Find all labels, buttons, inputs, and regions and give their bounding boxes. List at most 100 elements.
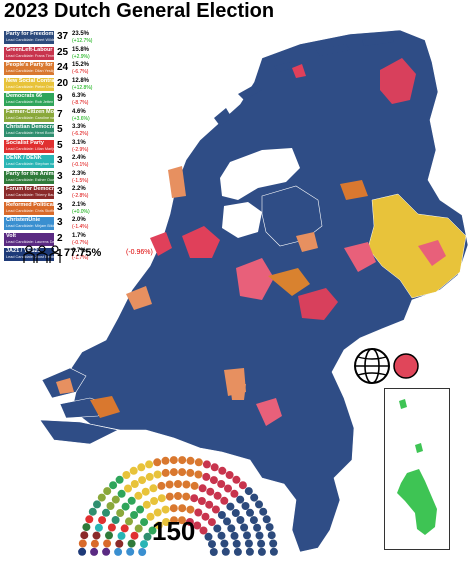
seat-dot bbox=[244, 487, 253, 496]
seat-dot bbox=[78, 547, 87, 556]
legend-row: Reformed Political Party Lead Candidate: … bbox=[4, 201, 164, 217]
region-vvd-drenthe bbox=[340, 180, 368, 200]
seat-dot bbox=[130, 480, 139, 488]
party-change: (-2.9%) bbox=[72, 146, 89, 153]
seat-dot bbox=[186, 456, 195, 465]
seat-dot bbox=[205, 500, 214, 509]
seat-dot bbox=[141, 487, 150, 496]
party-name: Forum for Democracy bbox=[6, 186, 64, 192]
people-icon bbox=[23, 245, 61, 263]
party-seats: 37 bbox=[57, 31, 69, 42]
globe-icon bbox=[354, 348, 390, 384]
seat-dot bbox=[213, 524, 222, 533]
caribbean-inset bbox=[384, 388, 450, 550]
party-change: (+3.6%) bbox=[72, 115, 90, 122]
party-change: (-1.5%) bbox=[72, 177, 89, 184]
region-red-zwolle bbox=[344, 242, 376, 272]
seat-dot bbox=[97, 493, 106, 502]
seat-dot bbox=[125, 517, 133, 526]
region-vvd-veluwe bbox=[296, 232, 318, 252]
party-pct: 1.7% bbox=[72, 232, 86, 239]
seat-dot bbox=[238, 481, 247, 490]
seat-dot bbox=[161, 468, 170, 477]
party-seats: 7 bbox=[57, 108, 63, 120]
party-leader: Lead Candidate: Mirjam Bikker bbox=[6, 224, 58, 228]
seat-dot bbox=[146, 512, 155, 521]
seat-dot bbox=[226, 502, 235, 511]
legend-row: Volt Lead Candidate: Laurens Dassen 2 1.7… bbox=[4, 232, 164, 248]
seat-dot bbox=[206, 487, 215, 496]
seat-dot bbox=[93, 500, 101, 509]
party-seats: 3 bbox=[57, 201, 63, 213]
seat-dot bbox=[194, 470, 203, 479]
party-pct: 0.7% bbox=[72, 248, 86, 254]
seat-dot bbox=[199, 526, 208, 535]
region-vvd-wassenaar bbox=[126, 286, 152, 310]
party-leader: Lead Candidate: Thierry Baudet bbox=[6, 193, 60, 197]
seat-dot bbox=[182, 492, 191, 501]
seat-dot bbox=[82, 523, 91, 532]
party-change: (-6.7%) bbox=[72, 69, 89, 75]
party-name: Farmer-Citizen Movement bbox=[6, 108, 74, 115]
party-swatch: Party for Freedom Lead Candidate: Geert W… bbox=[4, 31, 58, 44]
legend-row: GreenLeft-Labour Lead Candidate: Frans Ti… bbox=[4, 46, 164, 62]
legend-row: Socialist Party Lead Candidate: Lilian Ma… bbox=[4, 139, 164, 155]
party-leader: Lead Candidate: Caroline van der Plas bbox=[6, 115, 72, 120]
seat-dot bbox=[250, 493, 259, 502]
seat-dot bbox=[90, 547, 99, 556]
seat-dot bbox=[98, 516, 107, 525]
seat-dot bbox=[134, 491, 143, 500]
seat-dot bbox=[127, 539, 136, 548]
seat-dot bbox=[150, 497, 159, 505]
region-vvd-gooi bbox=[268, 268, 310, 296]
seat-dot bbox=[257, 539, 266, 548]
region-red-north bbox=[380, 58, 416, 104]
seat-dot bbox=[165, 480, 174, 489]
party-pct: 2.0% bbox=[72, 217, 86, 223]
seat-dot bbox=[262, 515, 271, 524]
party-swatch: Farmer-Citizen Movement Lead Candidate: C… bbox=[4, 108, 73, 122]
seat-dot bbox=[103, 539, 112, 548]
party-pct: 2.2% bbox=[72, 186, 86, 192]
party-swatch: Party for the Animals Lead Candidate: Est… bbox=[4, 170, 65, 184]
seat-dot bbox=[236, 495, 245, 504]
seat-dot bbox=[243, 531, 251, 540]
party-leader: Lead Candidate: Lilian Marijnissen bbox=[6, 146, 65, 151]
seat-dot bbox=[85, 515, 94, 524]
seat-dot bbox=[120, 524, 129, 533]
seat-dot bbox=[117, 531, 126, 540]
seat-dot bbox=[169, 468, 178, 477]
region-red-utrecht bbox=[236, 258, 274, 300]
seat-dot bbox=[105, 531, 113, 540]
legend-row: Party for the Animals Lead Candidate: Est… bbox=[4, 170, 164, 186]
seat-dot bbox=[127, 496, 136, 505]
party-leader: Lead Candidate: Dilan Yesilgoz bbox=[6, 69, 59, 73]
seat-dot bbox=[103, 487, 112, 496]
seat-dot bbox=[142, 500, 151, 509]
seat-dot bbox=[190, 481, 199, 490]
party-name: Party for Freedom bbox=[6, 31, 54, 37]
party-change: (-2.8%) bbox=[72, 193, 89, 199]
party-seats: 25 bbox=[57, 46, 69, 58]
page-title: 2023 Dutch General Election bbox=[4, 0, 275, 22]
seat-dot bbox=[245, 547, 254, 556]
party-name: Party for the Animals bbox=[6, 170, 62, 177]
seat-dot bbox=[157, 494, 166, 503]
seat-dot bbox=[111, 516, 120, 524]
party-name: Socialist Party bbox=[6, 139, 44, 146]
seat-dot bbox=[161, 456, 170, 465]
ijsselmeer bbox=[220, 148, 300, 200]
party-pct: 12.8% bbox=[72, 77, 90, 84]
seat-dot bbox=[153, 508, 162, 517]
seat-dot bbox=[124, 484, 132, 493]
party-swatch: Socialist Party Lead Candidate: Lilian Ma… bbox=[4, 139, 64, 153]
party-swatch: Reformed Political Party Lead Candidate: … bbox=[4, 201, 70, 215]
seat-hemicycle bbox=[78, 456, 278, 556]
party-swatch: GreenLeft-Labour Lead Candidate: Frans Ti… bbox=[4, 46, 68, 60]
party-seats: 2 bbox=[57, 232, 63, 244]
party-seats: 24 bbox=[57, 62, 69, 73]
region-red-amsterdam bbox=[182, 226, 220, 258]
legend-row: Christian Democratic Appeal Lead Candidat… bbox=[4, 123, 164, 139]
turnout-change: (-0.96%) bbox=[126, 249, 153, 256]
party-pct: 15.8% bbox=[72, 46, 90, 53]
